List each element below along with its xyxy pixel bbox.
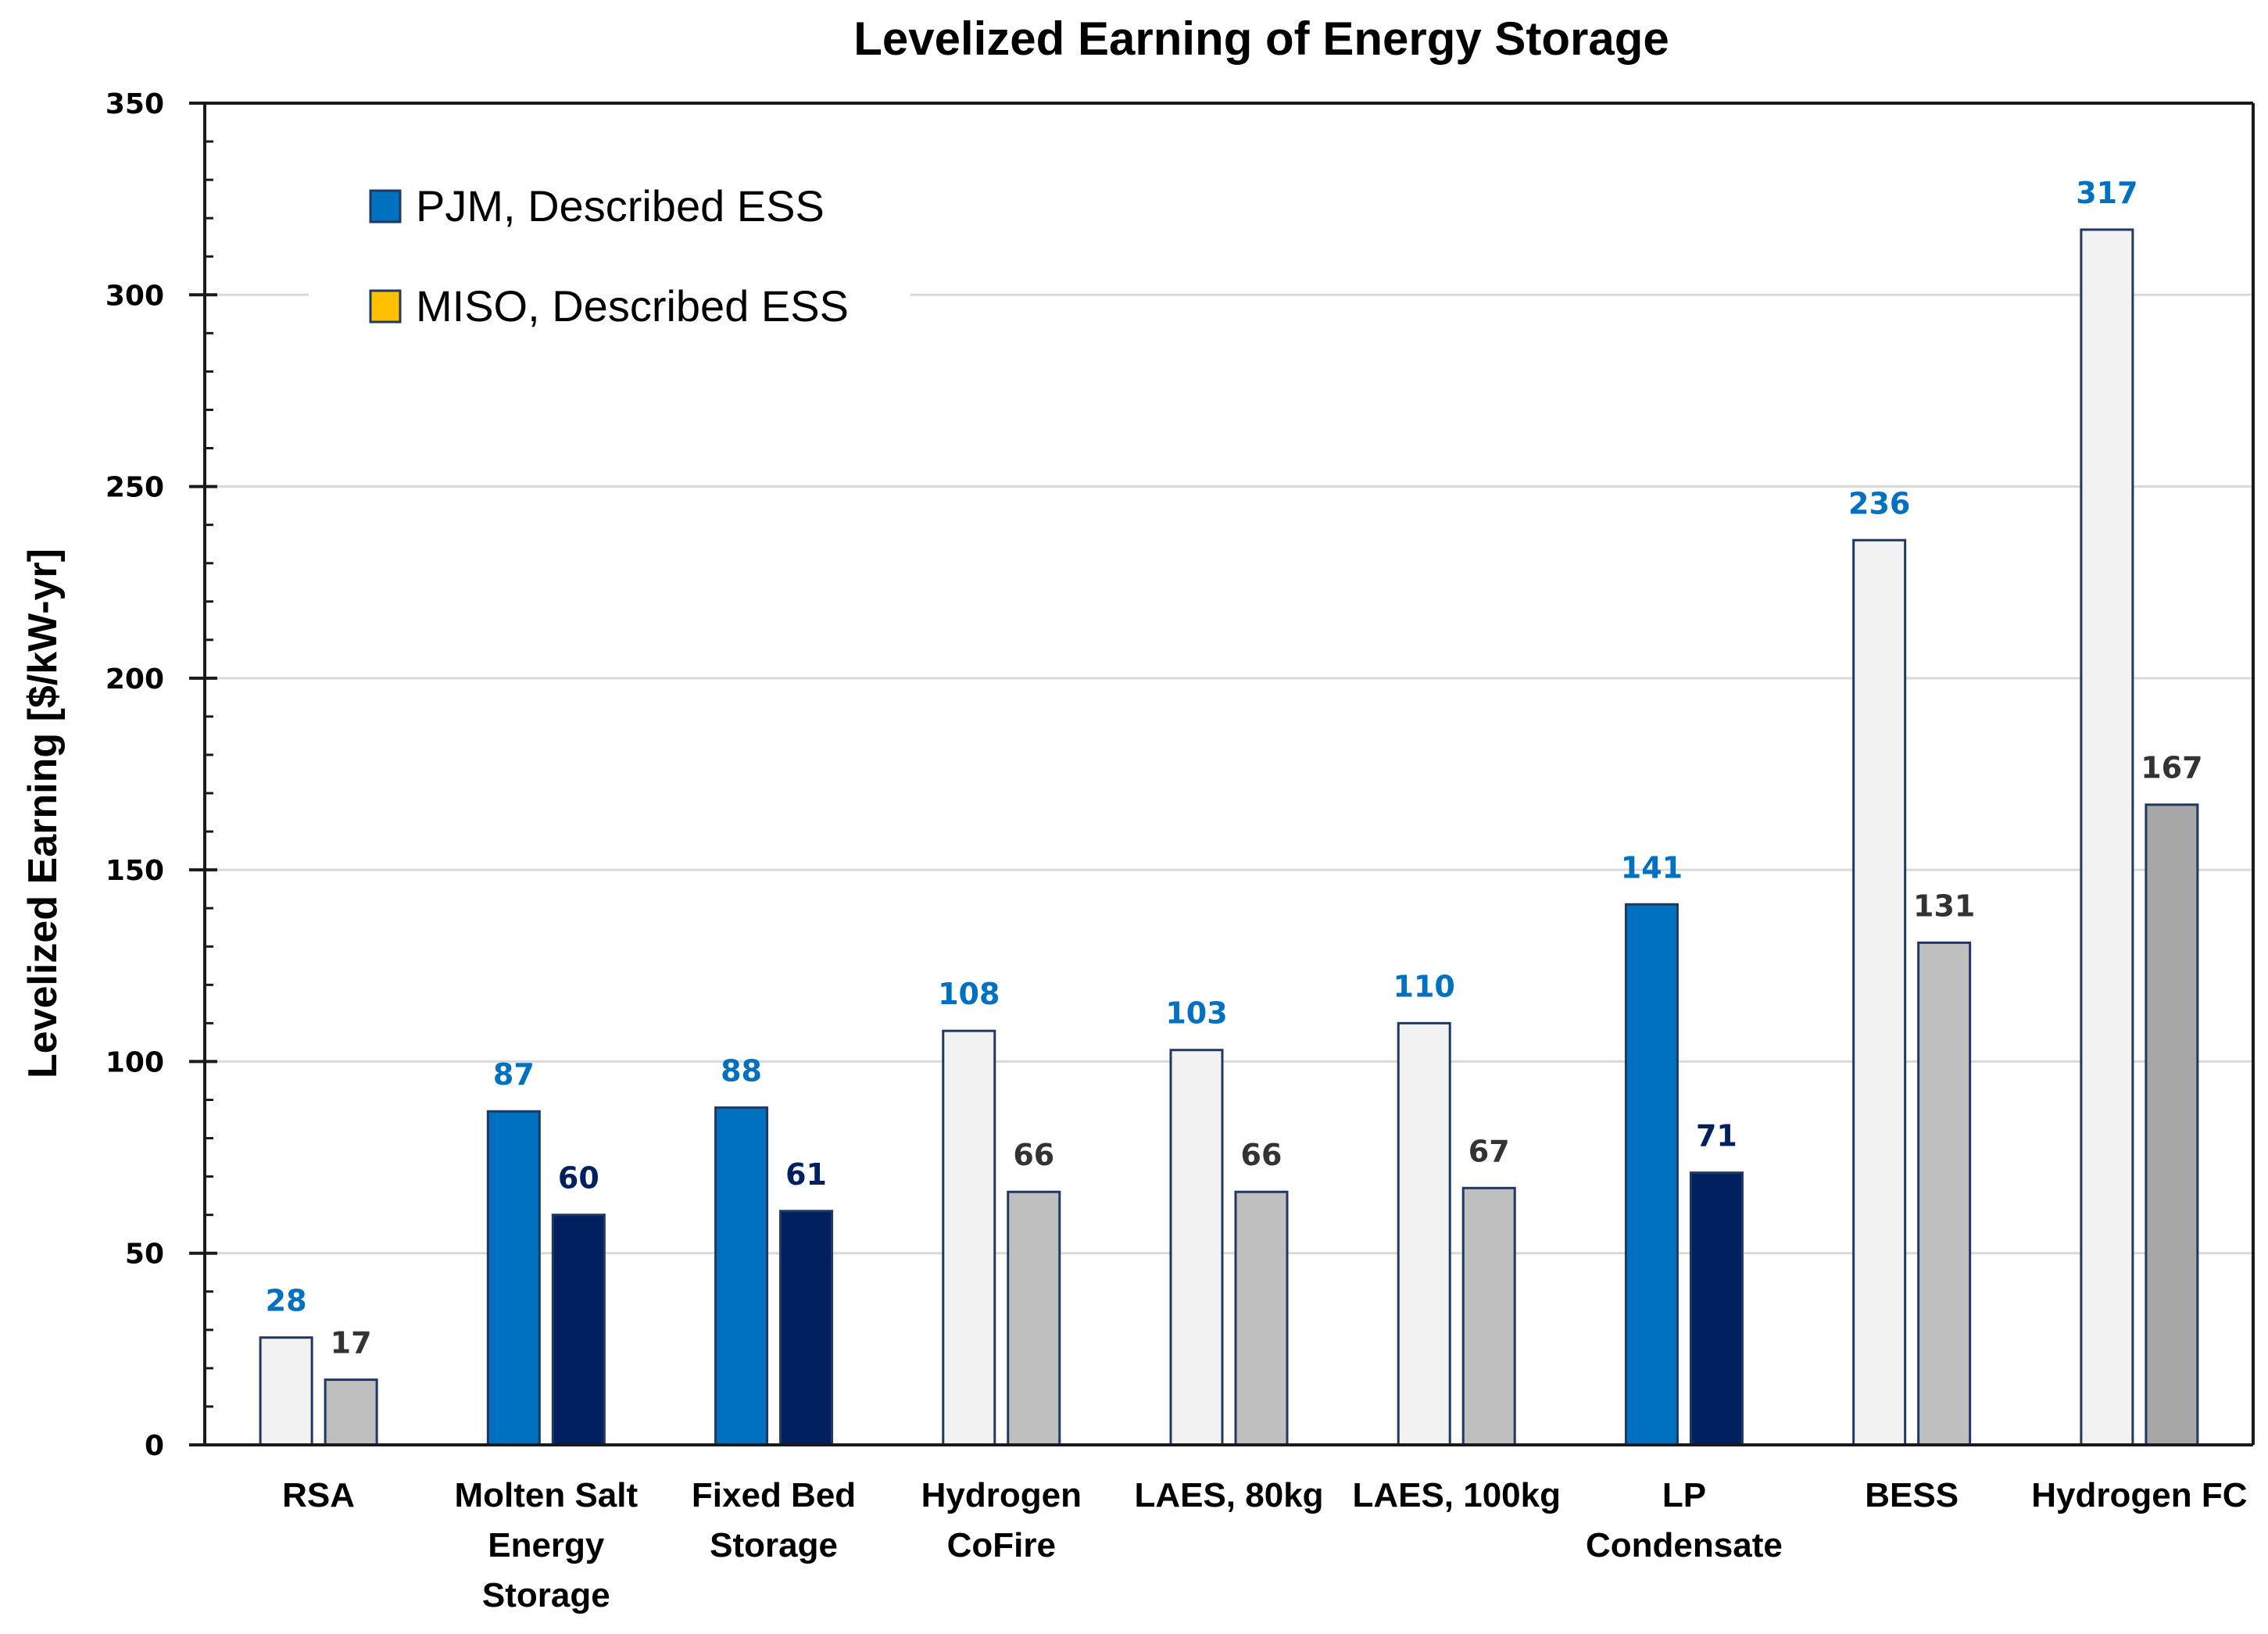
- data-label-miso: 61: [785, 1157, 827, 1192]
- x-category-label-line: Hydrogen FC: [2031, 1476, 2247, 1514]
- x-category-label: Molten Salt Energy Storage: [454, 1476, 638, 1614]
- bar-miso: [1917, 941, 1972, 1446]
- bar-miso: [1461, 1186, 1516, 1446]
- bar-pjm: [942, 1029, 996, 1446]
- x-category-label-line: BESS: [1865, 1476, 1959, 1514]
- data-label-miso: 60: [558, 1161, 599, 1196]
- x-category-label: LAES, 100kg: [1352, 1476, 1561, 1514]
- y-tick-label: 150: [106, 855, 164, 887]
- x-category-label-line: Storage: [482, 1576, 610, 1614]
- bar-miso: [1689, 1171, 1744, 1446]
- y-tick-label: 300: [106, 280, 164, 312]
- legend: PJM, Described ESS MISO, Described ESS: [309, 170, 910, 334]
- data-label-pjm: 87: [493, 1057, 535, 1092]
- y-axis-label: Levelized Earning [$/kW-yr]: [20, 549, 66, 1078]
- x-category-label: LP Condensate: [1586, 1476, 1783, 1564]
- legend-label-pjm: PJM, Described ESS: [416, 181, 825, 231]
- bar-miso: [324, 1378, 378, 1446]
- x-category-label-line: Condensate: [1586, 1526, 1783, 1564]
- data-label-pjm: 103: [1165, 996, 1227, 1031]
- bar-pjm: [714, 1106, 769, 1446]
- x-category-label-line: Energy: [488, 1526, 605, 1564]
- x-category-label-line: Storage: [710, 1526, 838, 1564]
- y-tick-label: 50: [125, 1239, 164, 1271]
- chart-title: Levelized Earning of Energy Storage: [853, 13, 1669, 65]
- data-label-pjm: 108: [938, 977, 1000, 1011]
- x-category-label: LAES, 80kg: [1134, 1476, 1323, 1514]
- data-label-miso: 17: [331, 1326, 372, 1360]
- bar-pjm: [486, 1110, 541, 1446]
- x-category-label: RSA: [282, 1476, 355, 1514]
- bar-pjm: [1852, 538, 1907, 1446]
- data-label-pjm: 236: [1848, 486, 1910, 520]
- bar-pjm: [2080, 228, 2134, 1446]
- x-category-label-line: Fixed Bed: [692, 1476, 856, 1514]
- data-label-pjm: 317: [2076, 176, 2137, 210]
- data-label-pjm: 110: [1393, 969, 1455, 1003]
- data-label-miso: 131: [1913, 889, 1975, 923]
- category-labels: RSA Molten Salt Energy Storage Fixed Bed Stor…: [282, 1476, 2247, 1614]
- x-category-label: Hydrogen FC: [2031, 1476, 2247, 1514]
- x-category-label-line: Molten Salt: [454, 1476, 638, 1514]
- tick-labels: 0 50 100 150 200 250 300 350: [106, 88, 164, 1462]
- y-tick-label: 350: [106, 88, 164, 120]
- data-label-pjm: 28: [266, 1284, 307, 1318]
- x-category-label-line: LAES, 100kg: [1352, 1476, 1561, 1514]
- data-label-miso: 67: [1468, 1134, 1510, 1168]
- bar-pjm: [1624, 903, 1679, 1446]
- x-category-label-line: RSA: [282, 1476, 355, 1514]
- y-tick-label: 250: [106, 472, 164, 504]
- bar-pjm: [259, 1336, 313, 1446]
- legend-swatch-miso: [369, 289, 402, 324]
- x-category-label-line: CoFire: [947, 1526, 1056, 1564]
- y-tick-label: 200: [106, 663, 164, 695]
- data-label-pjm: 88: [721, 1053, 762, 1088]
- legend-background: [309, 170, 910, 334]
- bar-miso: [551, 1214, 606, 1446]
- data-labels: 28 17 87 60 88 61 108 66 103 66 110 67 141 71 236 131 31…: [266, 176, 2203, 1360]
- y-tick-label: 0: [145, 1430, 164, 1462]
- bar-miso: [2145, 803, 2199, 1446]
- bar-pjm: [1397, 1021, 1451, 1446]
- data-label-miso: 167: [2141, 751, 2202, 785]
- x-category-label: BESS: [1865, 1476, 1959, 1514]
- x-category-label: Fixed Bed Storage: [692, 1476, 856, 1564]
- bar-miso: [1007, 1190, 1061, 1446]
- data-label-miso: 66: [1013, 1138, 1054, 1172]
- legend-label-miso: MISO, Described ESS: [416, 281, 849, 331]
- data-label-pjm: 141: [1621, 850, 1683, 885]
- data-label-miso: 66: [1241, 1138, 1282, 1172]
- x-category-label-line: LP: [1662, 1476, 1706, 1514]
- axes: [189, 102, 2255, 1446]
- data-label-miso: 71: [1696, 1119, 1737, 1153]
- x-category-label-line: Hydrogen: [921, 1476, 1082, 1514]
- x-category-label-line: LAES, 80kg: [1134, 1476, 1323, 1514]
- x-category-label: Hydrogen CoFire: [921, 1476, 1082, 1564]
- bars: [259, 228, 2199, 1446]
- bar-miso: [1234, 1190, 1289, 1446]
- legend-swatch-pjm: [369, 189, 402, 223]
- y-tick-label: 100: [106, 1046, 164, 1078]
- bar-pjm: [1169, 1049, 1224, 1446]
- bar-miso: [779, 1210, 834, 1446]
